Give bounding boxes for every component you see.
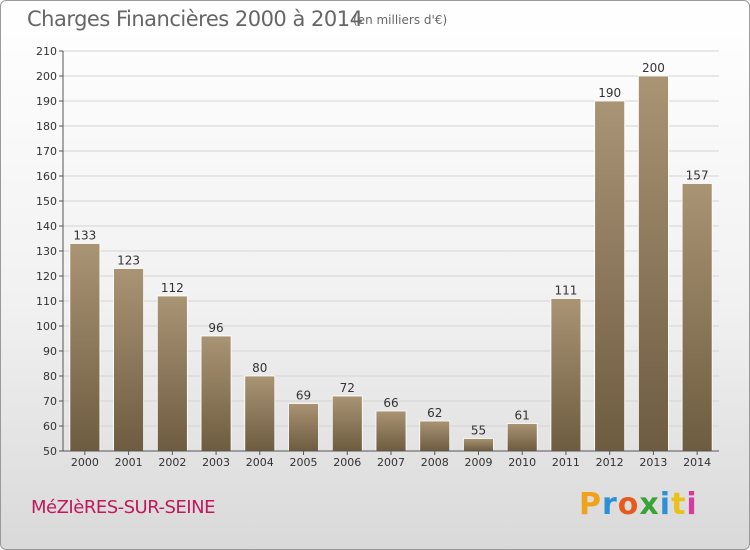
y-tick-label: 110 [36,295,57,308]
bar [506,423,538,452]
bar [681,183,713,452]
bar-value-label: 96 [208,321,223,335]
x-tick-label: 2003 [202,456,230,469]
x-tick-label: 2001 [115,456,143,469]
bar [463,438,494,452]
x-tick-label: 2010 [508,456,536,469]
logo-letter: i [686,487,698,522]
bar [419,420,451,452]
logo-letter: i [659,487,672,522]
x-tick-label: 2011 [552,456,580,469]
y-tick-label: 50 [43,445,57,458]
y-tick-label: 170 [36,145,57,158]
x-axis: 2000 2001 2002 2003 2004 2005 2006 2007 2008 2009… [63,450,719,469]
bar [200,335,232,452]
bar-value-label: 111 [554,284,577,298]
bar [113,268,144,452]
x-tick-label: 2014 [683,456,711,469]
logo-letter: t [671,487,687,522]
bar-value-label: 72 [340,381,355,395]
bar [288,403,319,452]
bar-value-label: 80 [252,361,267,375]
chart-subtitle: (en milliers d'€) [353,13,448,27]
y-tick-label: 150 [36,195,57,208]
logo-letter: x [639,487,660,522]
y-tick-label: 160 [36,170,57,183]
y-tick-label: 90 [43,345,57,358]
bar-value-label: 112 [161,281,184,295]
y-tick-label: 210 [36,45,57,58]
y-tick-label: 60 [43,420,57,433]
proxiti-logo: Proxiti [579,487,698,522]
x-tick-label: 2006 [333,456,361,469]
logo-letter: o [617,487,640,522]
bar-value-label: 123 [117,254,140,268]
bars: 133 123 112 96 80 69 72 66 62 55 61 111 190 200 157 [69,61,713,452]
bar [375,410,407,452]
bar-value-label: 157 [686,169,709,183]
y-tick-label: 80 [43,370,57,383]
x-tick-label: 2013 [639,456,667,469]
y-tick-label: 130 [36,245,57,258]
chart-title: Charges Financières 2000 à 2014 [27,7,363,31]
x-tick-label: 2004 [246,456,274,469]
bar [69,243,101,452]
bar-value-label: 200 [642,61,665,75]
x-tick-label: 2000 [71,456,99,469]
y-tick-label: 100 [36,320,57,333]
bar-value-label: 62 [427,406,442,420]
x-tick-label: 2005 [290,456,318,469]
bar [331,395,363,452]
bar [638,75,669,452]
y-tick-label: 120 [36,270,57,283]
bar [594,100,626,452]
logo-letter: P [579,487,602,522]
bar-value-label: 69 [296,389,311,403]
y-tick-label: 140 [36,220,57,233]
x-tick-label: 2012 [596,456,624,469]
x-tick-label: 2002 [158,456,186,469]
bar-value-label: 66 [383,396,398,410]
y-axis: 50 60 70 80 90 100 110 120 130 140 150 160 170 180 190… [36,45,64,458]
bar-value-label: 133 [73,229,96,243]
y-tick-label: 180 [36,120,57,133]
bar [244,375,276,452]
x-tick-label: 2009 [464,456,492,469]
town-name: MéZIèRES-SUR-SEINE [31,497,215,518]
y-tick-label: 190 [36,95,57,108]
logo-letter: r [602,487,618,522]
bar [550,298,582,452]
y-tick-label: 70 [43,395,57,408]
bar-value-label: 55 [471,424,486,438]
bar-value-label: 190 [598,86,621,100]
x-tick-label: 2007 [377,456,405,469]
bar [156,295,188,452]
x-tick-label: 2008 [421,456,449,469]
y-tick-label: 200 [36,70,57,83]
bar-value-label: 61 [515,409,530,423]
